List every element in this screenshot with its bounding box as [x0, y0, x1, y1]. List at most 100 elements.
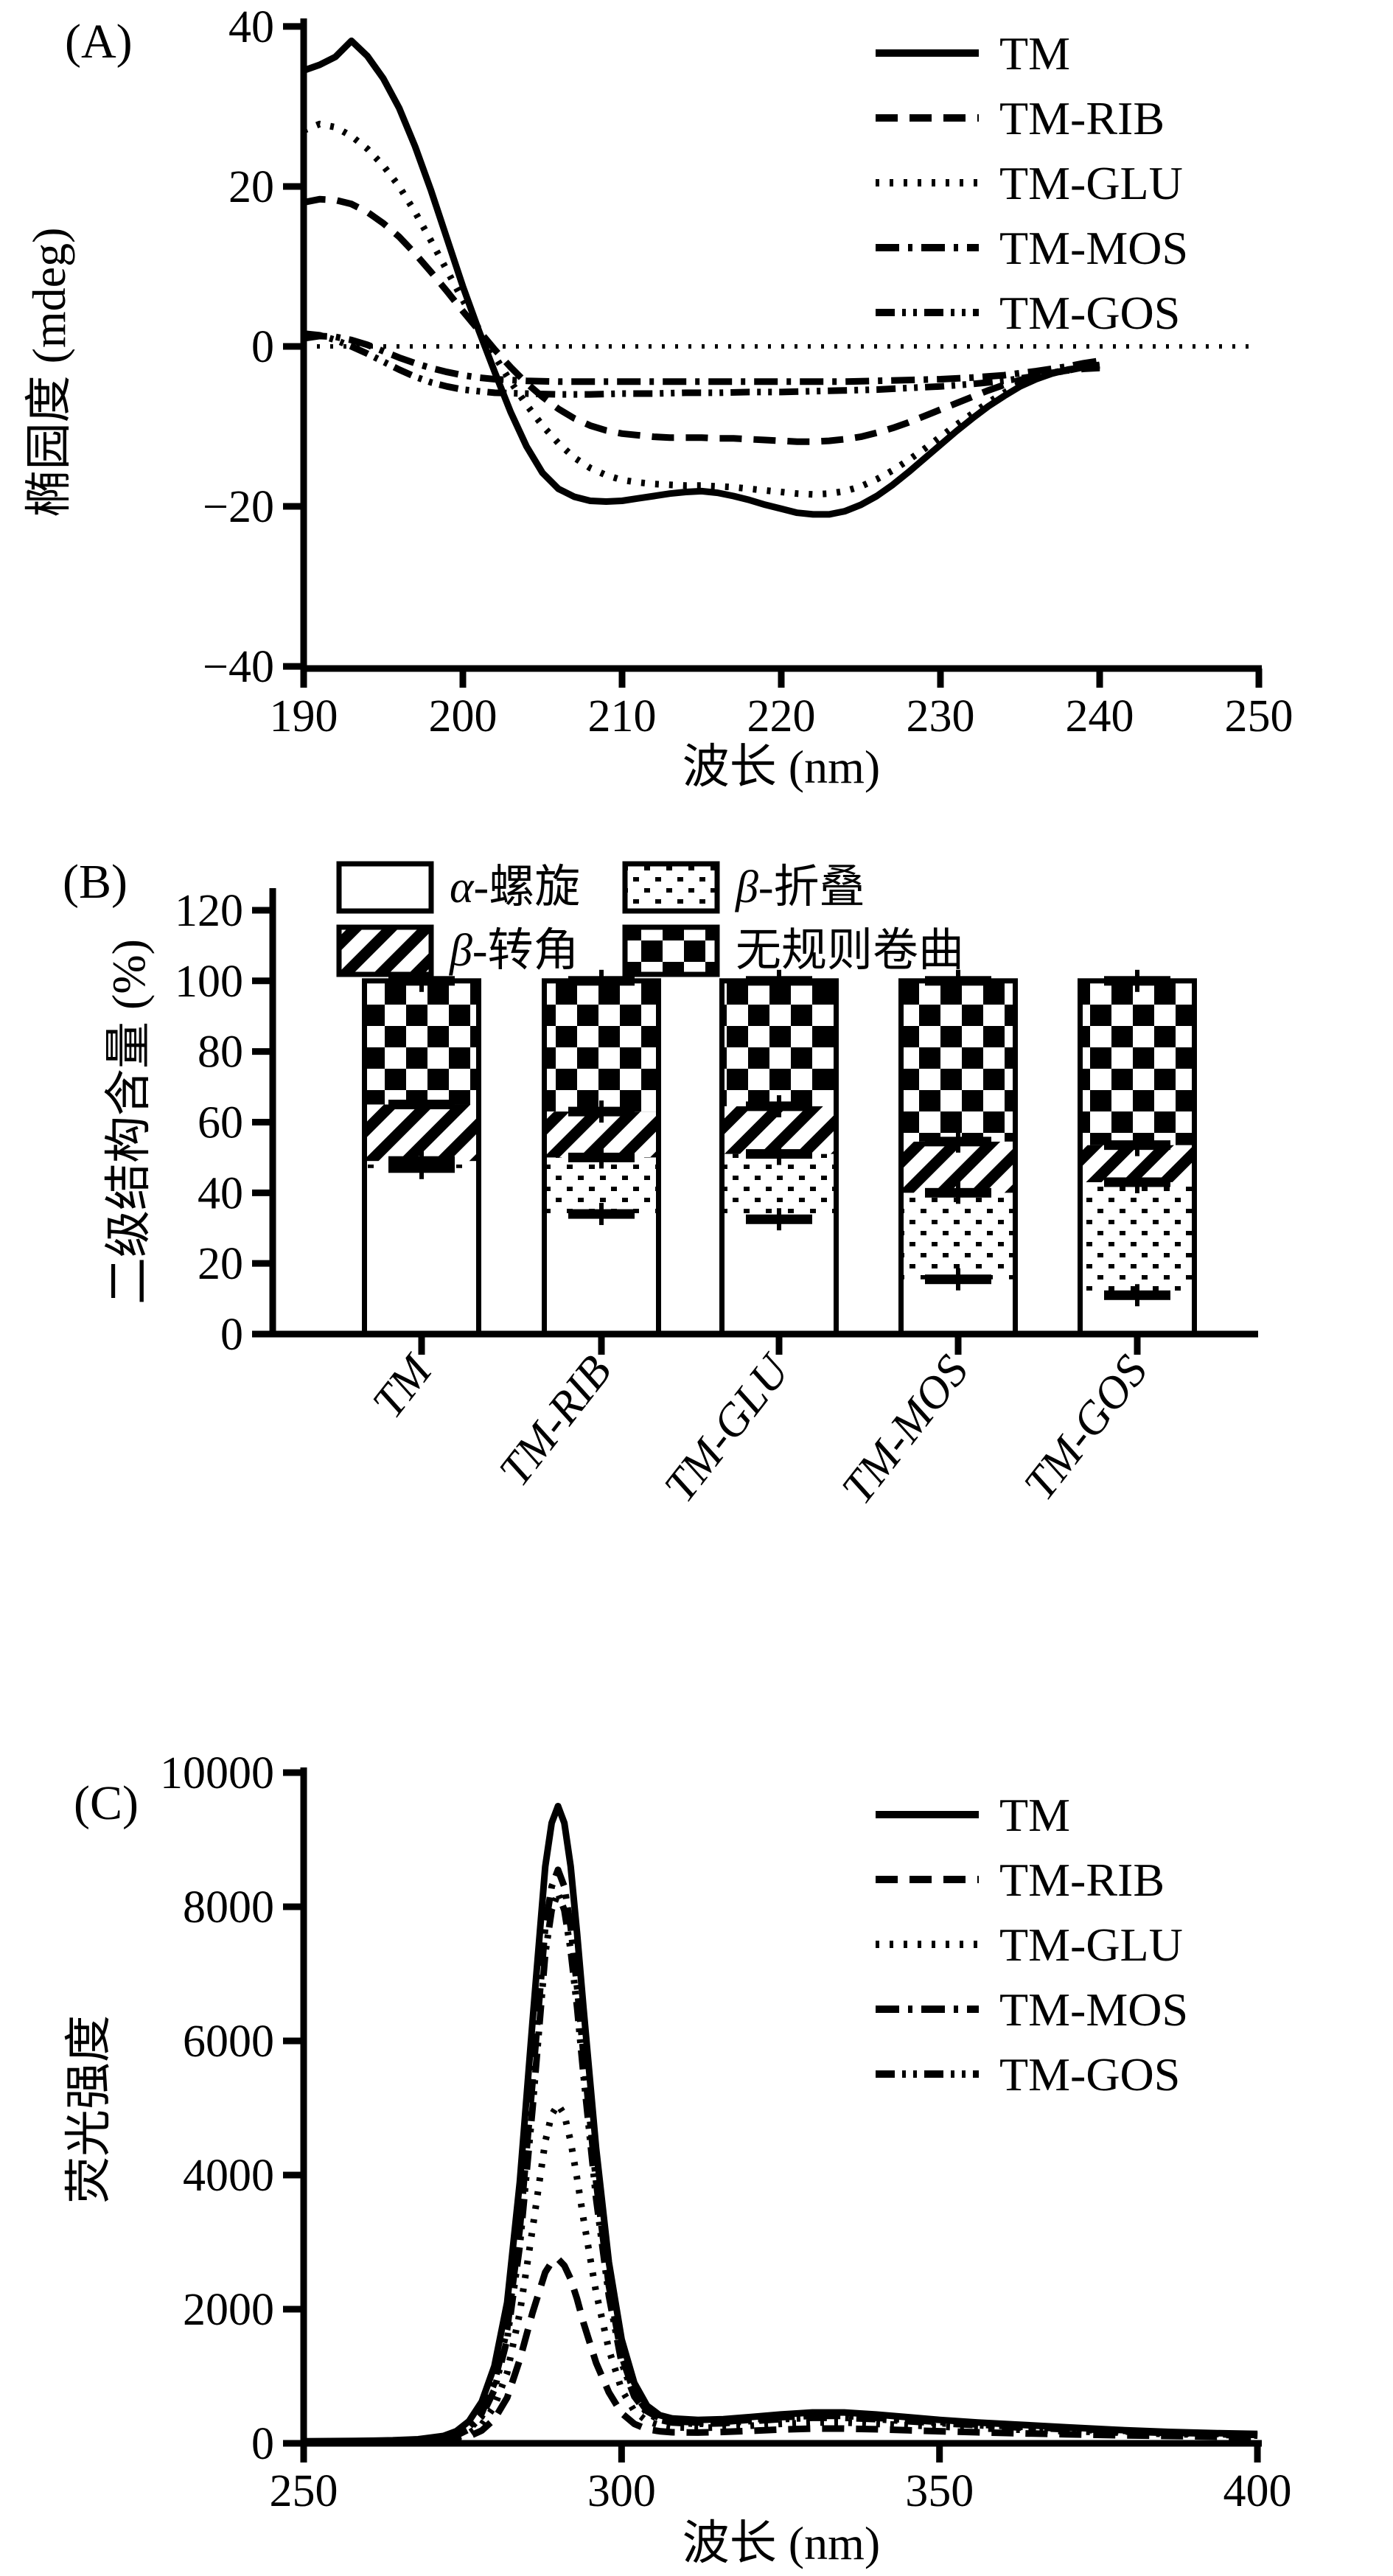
panel-b-error-cap [388, 1100, 455, 1110]
panel-b-error-cap [746, 976, 812, 986]
panel-b-bar-TM-GOS [1078, 969, 1197, 1337]
panel-a-legend-label: TM [999, 27, 1070, 80]
panel-b-x-tick-label: TM [363, 1344, 443, 1427]
panel-b-x-tick-label: TM-MOS [832, 1347, 978, 1513]
panel-b-letter: (B) [63, 855, 128, 909]
panel-b-segment-TM-checker [364, 980, 479, 1105]
panel-b-legend: α-螺旋 β-折叠 β-转角 无规则卷曲 [336, 861, 964, 977]
panel-b-segment-TM-RIB-plain [544, 1214, 659, 1334]
panel-a-y-title: 椭园度 (mdeg) [23, 228, 75, 517]
panel-c-curve-TM-RIB [303, 2255, 1258, 2446]
panel-a-legend: TM TM-RIB TM-GLU TM-MOS TM-GOS [876, 27, 1188, 339]
panel-c-curve-TM-GOS [303, 1890, 1258, 2446]
panel-b-legend-swatch-plain [336, 861, 434, 914]
panel-a-legend-label: TM-GOS [999, 287, 1180, 339]
panel-a-x-tick-label: 190 [270, 691, 338, 741]
panel-b-x-tick-label: TM-GOS [1014, 1347, 1157, 1509]
panel-b-segment-TM-GLU-checker [722, 980, 837, 1106]
panel-b-legend-label: α-螺旋 [450, 862, 580, 912]
panel-c-y-tick-label: 6000 [183, 2017, 274, 2067]
panel-c-y-tick-label: 10000 [160, 1748, 274, 1798]
panel-a-x-title: 波长 (nm) [682, 741, 880, 793]
panel-c-x-tick-label: 400 [1223, 2466, 1292, 2516]
panel-b-error-cap [925, 1274, 991, 1285]
panel-b-error-cap [388, 976, 455, 986]
panel-a-letter: (A) [65, 15, 133, 69]
panel-a-legend-label: TM-RIB [999, 92, 1165, 144]
panel-b-error-cap [925, 1137, 991, 1147]
panel-b-segment-TM-GLU-plain [722, 1219, 837, 1334]
panel-b-legend-swatch-dots [622, 861, 720, 914]
panel-c-y-tick-label: 4000 [183, 2151, 274, 2201]
panel-c-y-tick-label: 0 [251, 2419, 274, 2469]
panel-b-error-cap [568, 1106, 635, 1117]
panel-c-x-tick-label: 300 [587, 2466, 656, 2516]
panel-b-y-tick-label: 80 [198, 1027, 243, 1078]
panel-b-error-cap [568, 1152, 635, 1162]
panel-b-error-cap [1104, 1177, 1170, 1187]
panel-b-x-tick-label: TM-RIB [489, 1347, 621, 1495]
panel-c-x-tick-label: 250 [270, 2466, 338, 2516]
panel-c-legend-label: TM-RIB [999, 1854, 1165, 1906]
panel-c-y-tick-label: 2000 [183, 2285, 274, 2335]
panel-c-legend-label: TM-GOS [999, 2048, 1180, 2101]
panel-a-y-tick-label: −40 [203, 642, 274, 692]
panel-a-legend-label: TM-MOS [999, 222, 1188, 274]
panel-b: TM TM-RIB TM-GLU TM-MOS TM-GOS 0 20 40 60 80 100 12… [63, 855, 1258, 1513]
panel-b-error-cap [746, 1214, 812, 1224]
panel-b-bar-TM-GLU [719, 969, 839, 1337]
panel-b-y-title: 二级结构含量 (%) [102, 939, 155, 1305]
panel-b-error-cap [1104, 1140, 1170, 1151]
panel-c: 0 2000 4000 6000 8000 10000 250 300 350 400 波长 (nm… [63, 1748, 1292, 2569]
panel-b-error-cap [568, 1209, 635, 1219]
panel-a-x-tick-label: 210 [588, 691, 657, 741]
panel-c-y-tick-label: 8000 [183, 1882, 274, 1933]
panel-b-x-tick-label: TM-GLU [654, 1344, 800, 1511]
panel-c-legend-label: TM-GLU [999, 1919, 1183, 1971]
panel-b-legend-label: β-转角 [449, 926, 579, 976]
panel-a-x-tick-label: 200 [429, 691, 498, 741]
panel-b-error-cap [1104, 1290, 1170, 1300]
panel-a-curve-TM-MOS [303, 332, 1100, 385]
panel-b-error-cap [1104, 976, 1170, 986]
panel-a-x-tick-label: 230 [907, 691, 975, 741]
panel-a-y-tick-label: −20 [203, 482, 274, 532]
panel-b-bar-TM-RIB [542, 969, 661, 1337]
panel-b-y-tick-label: 40 [198, 1168, 243, 1218]
panel-b-legend-label: β-折叠 [735, 862, 865, 912]
panel-c-legend-label: TM-MOS [999, 1983, 1188, 2036]
panel-b-legend-swatch-stripes [336, 924, 434, 977]
panel-b-error-cap [925, 1187, 991, 1198]
panel-b-legend-swatch-checker [622, 924, 720, 977]
panel-b-segment-TM-MOS-dots [901, 1193, 1016, 1280]
panel-b-segment-TM-GOS-checker [1080, 980, 1195, 1145]
panel-b-y-tick-label: 0 [220, 1310, 243, 1360]
panel-b-error-cap [925, 976, 991, 986]
panel-c-legend-label: TM [999, 1789, 1070, 1841]
panel-c-legend: TM TM-RIB TM-GLU TM-MOS TM-GOS [876, 1789, 1188, 2101]
panel-a-x-tick-label: 240 [1066, 691, 1134, 741]
panel-b-bar-TM [362, 969, 481, 1337]
panel-b-error-cap [568, 976, 635, 986]
panel-b-y-tick-label: 120 [175, 886, 243, 936]
panel-b-error-cap [746, 1149, 812, 1159]
panel-c-y-title: 荧光强度 [63, 2015, 115, 2204]
panel-a-y-tick-label: 40 [228, 2, 274, 52]
panel-b-segment-TM-MOS-checker [901, 980, 1016, 1142]
panel-c-x-tick-label: 350 [905, 2466, 974, 2516]
panel-b-segment-TM-plain [364, 1167, 479, 1334]
panel-a-curve-TM-RIB [303, 195, 1100, 445]
panel-b-bar-TM-MOS [898, 969, 1018, 1337]
panel-b-error-cap [746, 1101, 812, 1111]
panel-c-curve-TM-GLU [303, 2101, 1258, 2446]
panel-b-y-tick-label: 60 [198, 1097, 243, 1148]
panel-b-y-tick-label: 20 [198, 1239, 243, 1289]
panel-b-segment-TM-GOS-dots [1080, 1181, 1195, 1296]
panel-b-legend-label: 无规则卷曲 [736, 926, 964, 976]
panel-b-segment-TM-RIB-checker [544, 980, 659, 1112]
panel-a-x-tick-label: 220 [747, 691, 816, 741]
panel-a-curve-TM [302, 37, 1100, 518]
